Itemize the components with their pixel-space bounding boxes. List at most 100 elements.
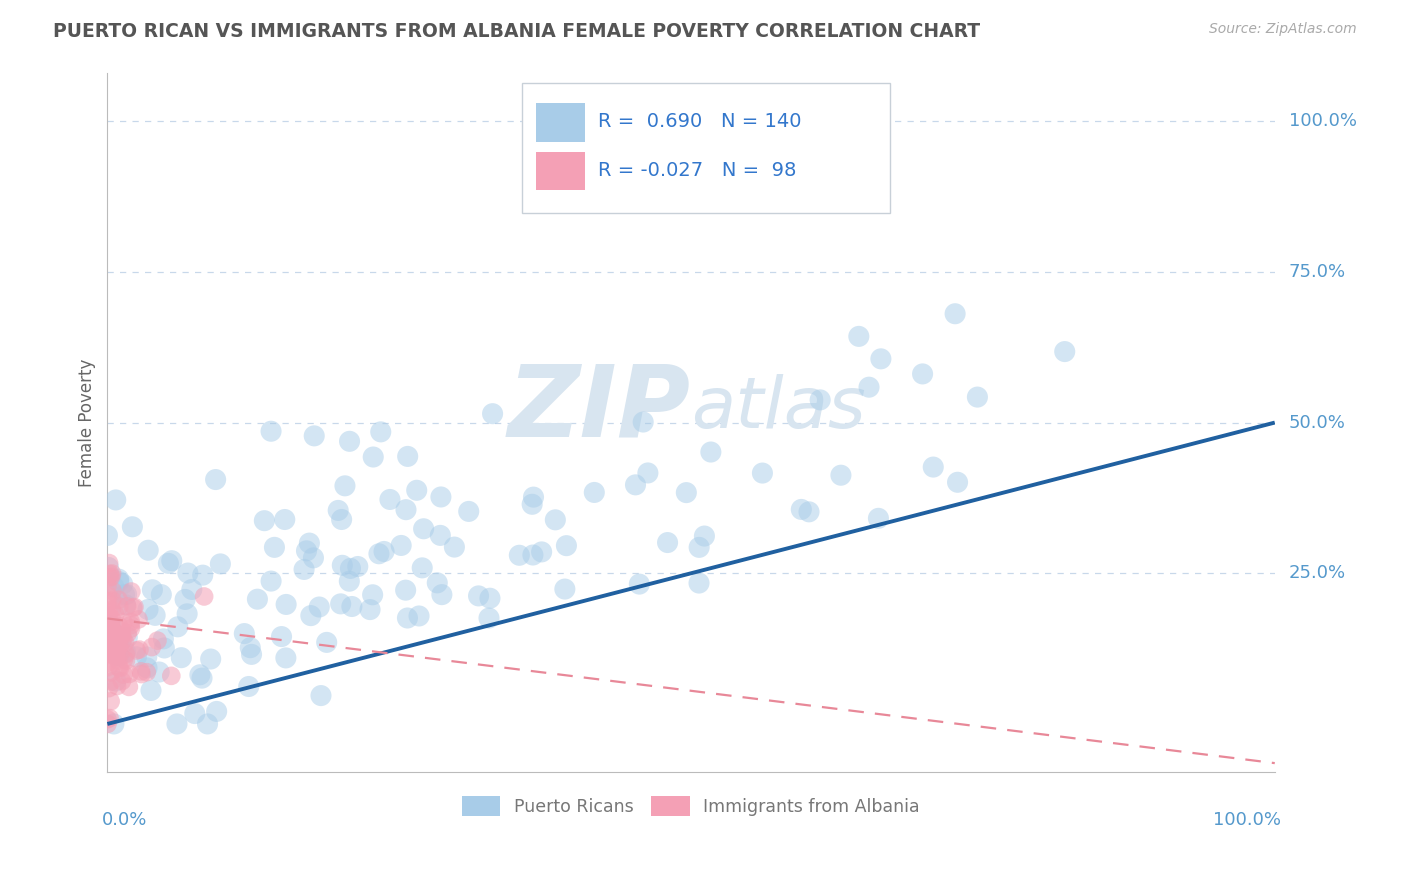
Point bbox=[457, 504, 479, 518]
Point bbox=[97, 646, 120, 660]
Text: PUERTO RICAN VS IMMIGRANTS FROM ALBANIA FEMALE POVERTY CORRELATION CHART: PUERTO RICAN VS IMMIGRANTS FROM ALBANIA … bbox=[53, 22, 980, 41]
Point bbox=[429, 528, 451, 542]
Point bbox=[108, 599, 131, 614]
Point bbox=[105, 679, 128, 693]
Point bbox=[120, 618, 142, 632]
Point bbox=[176, 607, 198, 621]
Point bbox=[233, 626, 256, 640]
Point bbox=[103, 625, 125, 640]
Point bbox=[125, 643, 148, 657]
Point bbox=[292, 562, 315, 576]
Point bbox=[675, 485, 697, 500]
Point bbox=[170, 650, 193, 665]
Point bbox=[330, 558, 353, 573]
Point bbox=[359, 602, 381, 616]
Point bbox=[197, 717, 219, 731]
Point bbox=[103, 636, 125, 650]
Point bbox=[274, 651, 297, 665]
Point bbox=[153, 640, 176, 655]
Point bbox=[143, 608, 166, 623]
Point bbox=[114, 645, 136, 659]
Point bbox=[139, 683, 162, 698]
Point bbox=[98, 556, 121, 570]
Point bbox=[411, 561, 433, 575]
Point bbox=[240, 648, 263, 662]
Point bbox=[97, 660, 120, 674]
Point bbox=[100, 619, 122, 633]
Point bbox=[107, 574, 129, 589]
Point bbox=[330, 512, 353, 526]
Point bbox=[105, 649, 128, 664]
Point bbox=[97, 681, 120, 695]
Point bbox=[97, 648, 120, 662]
Point bbox=[583, 485, 606, 500]
Point bbox=[97, 632, 120, 646]
Point bbox=[100, 621, 122, 635]
Point bbox=[101, 593, 124, 607]
Point bbox=[157, 557, 180, 571]
FancyBboxPatch shape bbox=[536, 152, 585, 191]
Point bbox=[112, 615, 135, 629]
Point bbox=[177, 566, 200, 580]
Point bbox=[555, 539, 578, 553]
Point bbox=[108, 639, 131, 653]
Point bbox=[101, 583, 124, 598]
Point bbox=[637, 466, 659, 480]
Point bbox=[328, 503, 350, 517]
Point bbox=[396, 450, 419, 464]
Point bbox=[166, 620, 188, 634]
Point bbox=[112, 667, 135, 681]
Point bbox=[396, 611, 419, 625]
Point bbox=[751, 466, 773, 480]
Point bbox=[120, 584, 142, 599]
Point bbox=[97, 615, 120, 630]
Point bbox=[129, 665, 152, 679]
Point bbox=[624, 478, 647, 492]
Point bbox=[141, 582, 163, 597]
Point bbox=[205, 705, 228, 719]
Point bbox=[104, 492, 127, 507]
Point bbox=[108, 619, 131, 633]
Point bbox=[98, 623, 121, 637]
Point bbox=[96, 640, 118, 654]
Point bbox=[405, 483, 427, 498]
Point bbox=[118, 680, 141, 694]
Point bbox=[180, 582, 202, 597]
Point bbox=[96, 717, 118, 731]
Point bbox=[112, 652, 135, 666]
Point bbox=[114, 588, 136, 602]
Point bbox=[508, 548, 530, 562]
Point bbox=[96, 528, 118, 542]
Point bbox=[309, 689, 332, 703]
Point bbox=[98, 567, 121, 582]
Point bbox=[911, 367, 934, 381]
Point bbox=[922, 460, 945, 475]
Text: R =  0.690   N = 140: R = 0.690 N = 140 bbox=[598, 112, 801, 131]
Point bbox=[295, 544, 318, 558]
Point bbox=[97, 589, 120, 603]
Point bbox=[97, 645, 120, 659]
Point bbox=[135, 665, 157, 680]
Point bbox=[98, 616, 121, 631]
FancyBboxPatch shape bbox=[522, 84, 890, 213]
Point bbox=[104, 627, 127, 641]
Point bbox=[628, 577, 651, 591]
Point bbox=[160, 669, 183, 683]
Point bbox=[188, 667, 211, 681]
Point bbox=[96, 579, 118, 593]
Point bbox=[481, 407, 503, 421]
Point bbox=[100, 624, 122, 639]
Point bbox=[107, 592, 129, 607]
Point bbox=[122, 600, 145, 615]
Text: 100.0%: 100.0% bbox=[1289, 112, 1357, 130]
Point bbox=[361, 450, 384, 464]
Point bbox=[395, 502, 418, 516]
Text: 25.0%: 25.0% bbox=[1289, 565, 1346, 582]
Point bbox=[107, 640, 129, 654]
Point bbox=[340, 599, 363, 614]
Point bbox=[131, 667, 153, 681]
Point bbox=[370, 425, 392, 439]
Point bbox=[114, 635, 136, 649]
Point bbox=[120, 615, 142, 629]
Point bbox=[97, 613, 120, 627]
